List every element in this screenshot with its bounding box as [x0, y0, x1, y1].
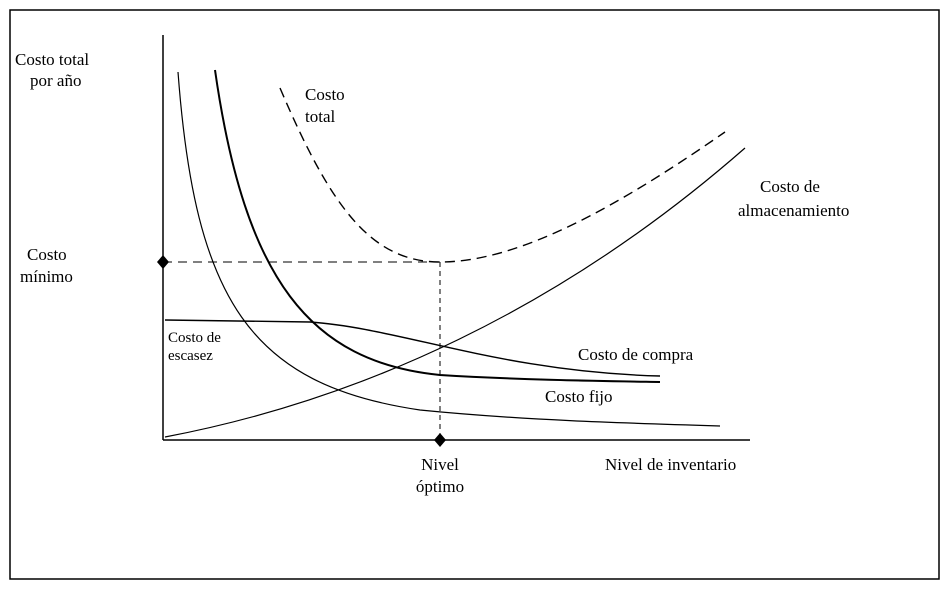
y-axis-label: Costo total: [15, 50, 89, 69]
total-label: Costo: [305, 85, 345, 104]
frame: [9, 9, 940, 580]
optimal-label: Nivel: [421, 455, 459, 474]
shortage-label: escasez: [168, 348, 213, 364]
fixed-curve: [214, 69, 661, 383]
total-label: total: [305, 107, 335, 126]
min-cost-label: Costo: [27, 245, 67, 264]
purchase-curve: [164, 319, 661, 377]
min-cost-label: mínimo: [20, 267, 73, 286]
shortage-curve: [177, 71, 721, 427]
storage-label: almacenamiento: [738, 201, 849, 220]
shortage-label: Costo de: [168, 330, 221, 346]
x-axis-label: Nivel de inventario: [605, 455, 736, 474]
min-cost-marker: [157, 255, 169, 269]
y-axis-label: por año: [30, 71, 81, 90]
total-curve: [279, 87, 726, 263]
storage-label: Costo de: [760, 177, 820, 196]
fixed-label: Costo fijo: [545, 387, 613, 406]
optimal-marker: [434, 433, 446, 447]
purchase-label: Costo de compra: [578, 345, 694, 364]
storage-curve: [164, 147, 746, 438]
optimal-label: óptimo: [416, 477, 464, 496]
